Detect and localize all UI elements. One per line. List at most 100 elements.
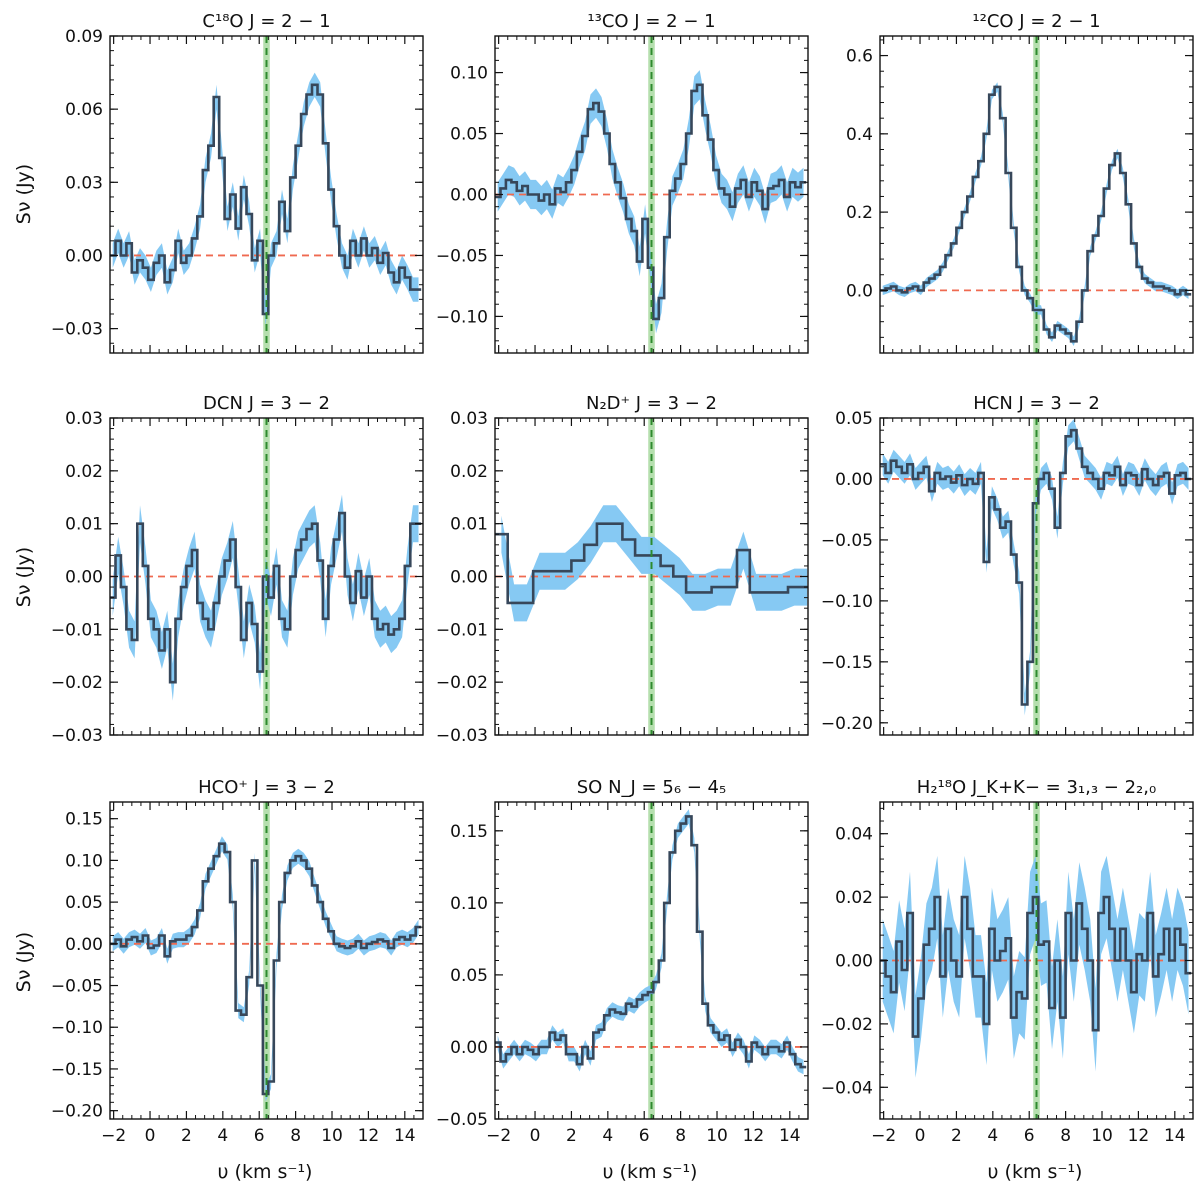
y-tick-label: 0.01 [450,515,488,535]
x-tick-label: 6 [254,1126,265,1146]
y-tick-label: −0.03 [51,320,103,340]
panel-8: −0.05 0.00 0.05 0.10 0.15 −2 0 2 4 6 8 10 12 14 SO N_J… [436,777,809,1146]
panel-plot-area [495,418,808,735]
y-tick-label: −0.03 [436,726,488,746]
x-tick-label: −2 [101,1126,126,1146]
x-axis-label-col2: υ (km s⁻¹) [603,1161,698,1183]
y-tick-label: 0.06 [65,100,103,120]
panel-3: 0.0 0.2 0.4 0.6 ¹²CO J = 2 − 1 [846,11,1194,354]
y-tick-label: 0.0 [846,281,873,301]
y-tick-label: −0.15 [821,653,873,673]
y-tick-label: 0.00 [450,1038,488,1058]
y-tick-label: 0.15 [65,810,103,830]
x-tick-label: 12 [743,1126,765,1146]
spectrum-step-line [495,815,807,1069]
y-tick-label: 0.02 [65,462,103,482]
x-tick-label: 10 [1091,1126,1113,1146]
y-tick-label: −0.01 [436,620,488,640]
x-tick-label: −2 [871,1126,896,1146]
y-tick-label: −0.05 [821,531,873,551]
y-tick-label: −0.02 [51,673,103,693]
x-tick-label: 12 [358,1126,380,1146]
uncertainty-band [882,855,1189,1078]
panel-5: −0.03 −0.02 −0.01 0.00 0.01 0.02 0.03 N₂D⁺ J = … [436,393,809,746]
x-tick-label: 0 [145,1126,156,1146]
panel-title: ¹³CO J = 2 − 1 [587,11,715,32]
panel-title: H₂¹⁸O J_K+K− = 3₁,₃ − 2₂,₀ [917,777,1156,798]
spectrum-step-line [495,83,807,321]
y-tick-label: −0.05 [436,1110,488,1130]
y-tick-label: 0.05 [450,966,488,986]
y-tick-label: 0.00 [835,952,873,972]
panel-7: −0.20 −0.15 −0.10 −0.05 0.00 0.05 0.10 0.15 −2 0 2… [51,777,424,1146]
y-tick-label: −0.10 [436,307,488,327]
y-tick-label: 0.03 [65,173,103,193]
y-tick-label: 0.10 [65,851,103,871]
panel-frame [109,35,424,354]
spectrum-step-line [880,85,1192,343]
panel-plot-area [880,802,1193,1119]
y-tick-label: 0.10 [450,64,488,84]
y-tick-label: −0.20 [821,714,873,734]
y-tick-label: 0.00 [65,935,103,955]
x-tick-label: 2 [566,1126,577,1146]
x-tick-label: 14 [779,1126,801,1146]
y-tick-label: 0.05 [65,893,103,913]
y-tick-label: 0.01 [65,515,103,535]
y-tick-label: 0.00 [835,470,873,490]
x-tick-label: 8 [675,1126,686,1146]
panel-1: −0.03 0.00 0.03 0.06 0.09 C¹⁸O J = 2 − 1 [51,11,424,354]
y-tick-label: 0.03 [65,409,103,429]
y-tick-label: 0.2 [846,203,873,223]
panel-plot-area [495,36,808,353]
panel-frame [879,35,1194,354]
panel-9: −0.04 −0.02 0.00 0.02 0.04 −2 0 2 4 6 8 10 12 14 H₂¹⁸O… [821,777,1194,1146]
x-tick-label: −2 [486,1126,511,1146]
panel-plot-area [110,418,423,735]
x-tick-label: 4 [602,1126,613,1146]
spectrum-step-line [880,895,1192,1038]
panel-title: HCO⁺ J = 3 − 2 [198,777,335,798]
y-tick-label: 0.02 [835,888,873,908]
panel-title: C¹⁸O J = 2 − 1 [202,11,330,32]
y-tick-label: −0.10 [821,592,873,612]
y-tick-label: −0.05 [51,977,103,997]
y-tick-label: 0.04 [835,825,873,845]
x-axis-label-col1: υ (km s⁻¹) [218,1161,313,1183]
x-tick-label: 2 [181,1126,192,1146]
y-tick-label: −0.20 [51,1102,103,1122]
spectrum-step-line [495,522,808,605]
x-tick-label: 14 [1164,1126,1186,1146]
panel-plot-area [495,802,808,1119]
y-axis-label-row2: Sν (Jy) [13,547,35,607]
y-tick-label: 0.15 [450,822,488,842]
y-tick-label: −0.04 [821,1078,873,1098]
x-tick-label: 0 [915,1126,926,1146]
uncertainty-band [112,72,419,327]
y-axis-label-row1: Sν (Jy) [13,164,35,224]
x-tick-label: 4 [987,1126,998,1146]
x-tick-label: 12 [1128,1126,1150,1146]
y-tick-label: 0.09 [65,27,103,47]
panel-title: HCN J = 3 − 2 [973,393,1100,414]
y-tick-label: 0.4 [846,125,873,145]
y-tick-label: −0.02 [821,1015,873,1035]
panel-title: SO N_J = 5₆ − 4₅ [577,777,726,798]
x-tick-label: 10 [706,1126,728,1146]
x-tick-label: 6 [1024,1126,1035,1146]
panel-6: −0.20 −0.15 −0.10 −0.05 0.00 0.05 HCN J = 3 − … [821,393,1194,736]
y-tick-label: −0.05 [436,246,488,266]
y-axis-label-row3: Sν (Jy) [13,932,35,992]
y-tick-label: 0.00 [65,568,103,588]
x-tick-label: 14 [394,1126,416,1146]
y-tick-label: 0.05 [450,125,488,145]
x-tick-label: 6 [639,1126,650,1146]
y-tick-label: 0.00 [65,246,103,266]
uncertainty-band [501,505,808,622]
panel-title: N₂D⁺ J = 3 − 2 [586,393,717,414]
x-tick-label: 4 [217,1126,228,1146]
panel-plot-area [880,418,1193,735]
x-tick-label: 8 [290,1126,301,1146]
y-tick-label: 0.10 [450,894,488,914]
